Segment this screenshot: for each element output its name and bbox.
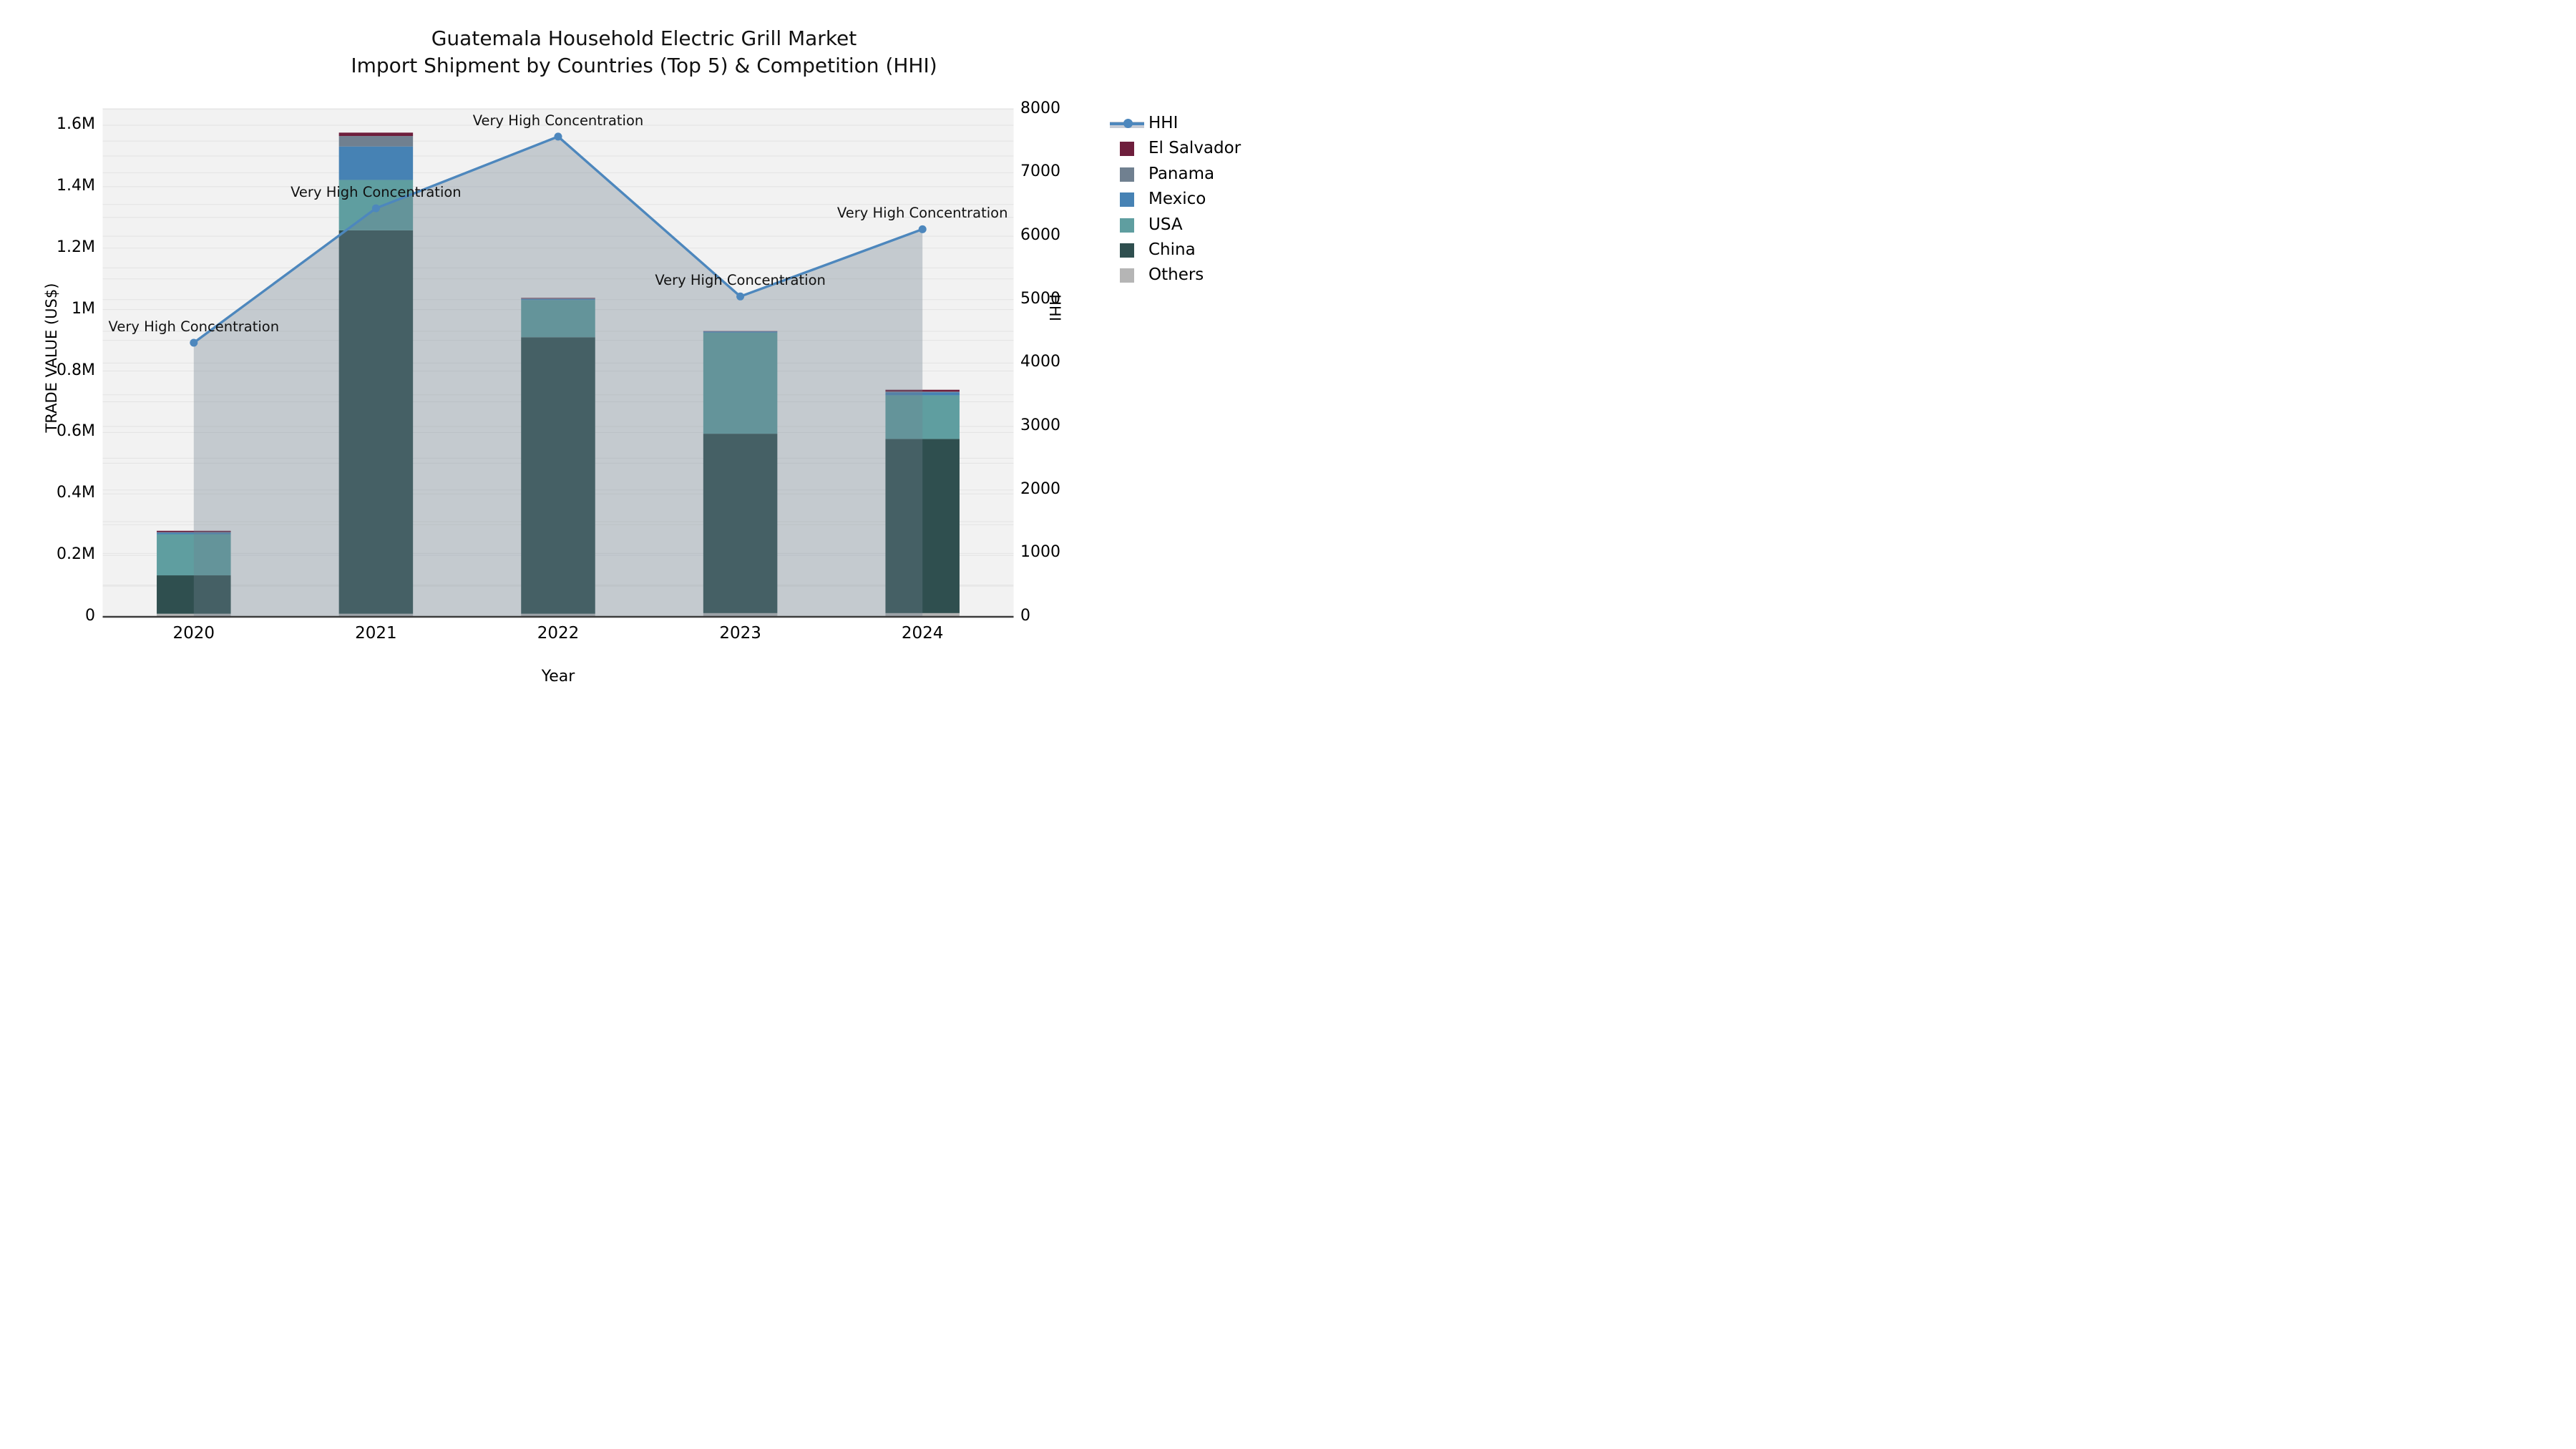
bar-segment-mexico [157,532,231,535]
hhi-marker [918,225,927,233]
bar-segment-china [521,337,595,614]
hhi-marker [190,338,198,347]
bar-segment-mexico [338,146,414,180]
y-right-tick: 7000 [1020,162,1060,181]
bar-segment-usa [703,332,778,434]
y-left-tick: 0.6M [57,422,95,441]
hhi-marker [554,132,562,141]
bar-segment-panama [885,391,960,393]
hhi-marker [736,292,745,301]
plot-canvas [102,108,1014,618]
y-left-tick: 0 [85,607,95,625]
bar-segment-others [157,613,231,617]
bar-segment-others [338,613,414,617]
bar-segment-others [703,613,778,617]
bar-segment-others [521,613,595,617]
bar-segment-china [703,434,778,613]
bar-segment-mexico [521,298,595,301]
y-left-tick: 0.4M [57,484,95,502]
y-left-tick: 0.8M [57,361,95,379]
legend-label: Panama [1148,164,1215,183]
bar-segment-panama [157,532,231,533]
x-axis-label: Year [541,668,575,686]
annotation-label: Very High Concentration [472,112,644,129]
y-right-tick: 0 [1020,607,1030,625]
chart-title: Guatemala Household Electric Grill Marke… [0,25,1288,79]
bar-segment-el-salvador [338,132,414,137]
legend-label: El Salvador [1148,139,1241,158]
annotation-label: Very High Concentration [108,318,280,336]
chart-title-line1: Guatemala Household Electric Grill Marke… [431,26,857,50]
chart-title-line2: Import Shipment by Countries (Top 5) & C… [351,54,937,77]
bar-segment-china [157,575,231,614]
legend-label: Mexico [1148,190,1206,209]
legend-label: USA [1148,215,1183,234]
y-right-tick: 3000 [1020,416,1060,435]
y-right-tick: 5000 [1020,289,1060,308]
hhi-area-fill [193,136,923,617]
y-right-tick: 8000 [1020,99,1060,117]
bar-segment-others [885,613,960,617]
annotation-label: Very High Concentration [655,272,826,289]
y-left-tick: 0.2M [57,545,95,564]
hhi-marker [371,204,380,213]
legend-label: Others [1148,265,1204,285]
y-right-tick: 2000 [1020,479,1060,498]
bar-segment-el-salvador [885,389,960,392]
legend-swatch [1120,218,1134,233]
y-left-tick: 1M [72,299,95,318]
legend-label: China [1148,240,1196,259]
y-right-tick: 6000 [1020,226,1060,245]
bar-segment-el-salvador [157,530,231,532]
bar-segment-panama [338,136,414,147]
legend-swatch [1120,192,1134,208]
x-tick: 2020 [172,624,215,643]
legend-swatch [1120,142,1134,157]
annotation-label: Very High Concentration [836,205,1008,222]
x-tick: 2023 [719,624,761,643]
x-tick: 2022 [537,624,580,643]
y-left-tick: 1.6M [57,115,95,134]
legend-swatch [1120,243,1134,258]
bar-segment-china [338,230,414,614]
bar-segment-usa [521,300,595,338]
bar-segment-mexico [885,392,960,396]
chart-figure: Guatemala Household Electric Grill Marke… [0,0,1288,725]
bar-segment-mexico [703,331,778,333]
y-left-tick: 1.4M [57,176,95,195]
y-axis-label-right: HHI [1046,294,1063,321]
bar-segment-usa [157,534,231,576]
bar-segment-usa [885,395,960,439]
y-right-tick: 1000 [1020,543,1060,562]
x-tick: 2021 [355,624,397,643]
legend-swatch [1120,167,1134,182]
annotation-label: Very High Concentration [291,184,462,201]
hhi-legend-marker [1123,119,1133,128]
y-left-tick: 1.2M [57,238,95,256]
legend-label: HHI [1148,114,1179,132]
legend-swatch [1120,268,1134,283]
y-right-tick: 4000 [1020,353,1060,371]
bar-segment-china [885,439,960,613]
x-tick: 2024 [901,624,944,643]
